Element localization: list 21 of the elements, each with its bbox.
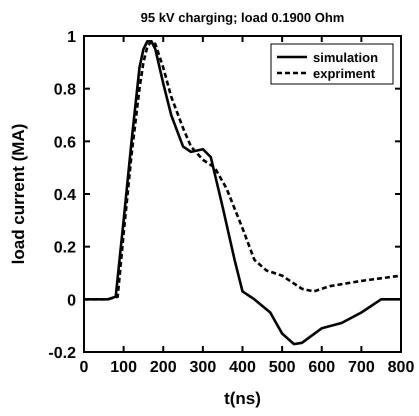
y-tick-label: 0.4 (54, 187, 76, 204)
y-tick-label: 0.6 (54, 134, 76, 152)
legend-label: simulation (313, 50, 378, 65)
y-axis-title: load current (MA) (9, 124, 28, 264)
chart-title: 95 kV charging; load 0.1900 Ohm (140, 10, 344, 25)
x-tick-label: 400 (229, 359, 256, 376)
y-tick-label: 0 (67, 292, 76, 310)
x-tick-label: 500 (268, 359, 296, 376)
y-tick-label: 1 (67, 29, 76, 46)
x-tick-label: 300 (190, 359, 216, 376)
y-tick-label: -0.2 (48, 345, 76, 362)
x-tick-label: 700 (348, 359, 375, 376)
y-tick-label: 0.8 (54, 82, 76, 99)
x-tick-label: 800 (388, 359, 414, 376)
legend-label: expriment (313, 66, 376, 81)
y-tick-label: 0.2 (54, 240, 76, 257)
x-tick-label: 100 (110, 359, 138, 376)
x-tick-label: 600 (308, 359, 336, 376)
x-tick-label: 0 (80, 359, 89, 376)
x-axis-title: t(ns) (224, 389, 261, 408)
x-tick-label: 200 (150, 359, 177, 376)
